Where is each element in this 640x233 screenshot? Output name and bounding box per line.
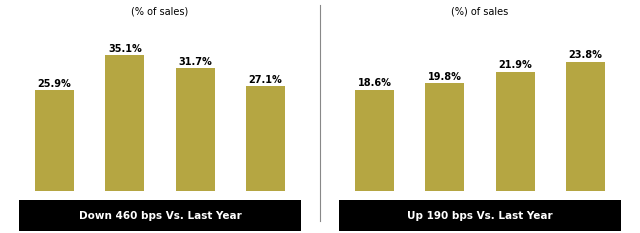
Text: Up 190 bps Vs. Last Year: Up 190 bps Vs. Last Year [407,211,553,220]
Bar [566,62,605,191]
Text: 18.6%: 18.6% [358,78,391,88]
Bar [35,90,74,191]
Text: 25.9%: 25.9% [38,79,71,89]
Bar [496,72,534,191]
Text: 31.7%: 31.7% [179,57,212,67]
Bar [246,86,285,191]
Text: Down 460 bps Vs. Last Year: Down 460 bps Vs. Last Year [79,211,241,220]
Text: 23.8%: 23.8% [569,50,602,60]
Text: 19.8%: 19.8% [428,72,461,82]
Bar [426,83,464,191]
Text: 21.9%: 21.9% [499,60,532,70]
Bar [355,90,394,191]
Bar [106,55,144,191]
Text: 35.1%: 35.1% [108,44,141,54]
Bar [176,68,214,191]
Text: (%) of sales: (%) of sales [451,7,509,17]
Text: (% of sales): (% of sales) [131,7,189,17]
Text: 27.1%: 27.1% [249,75,282,85]
